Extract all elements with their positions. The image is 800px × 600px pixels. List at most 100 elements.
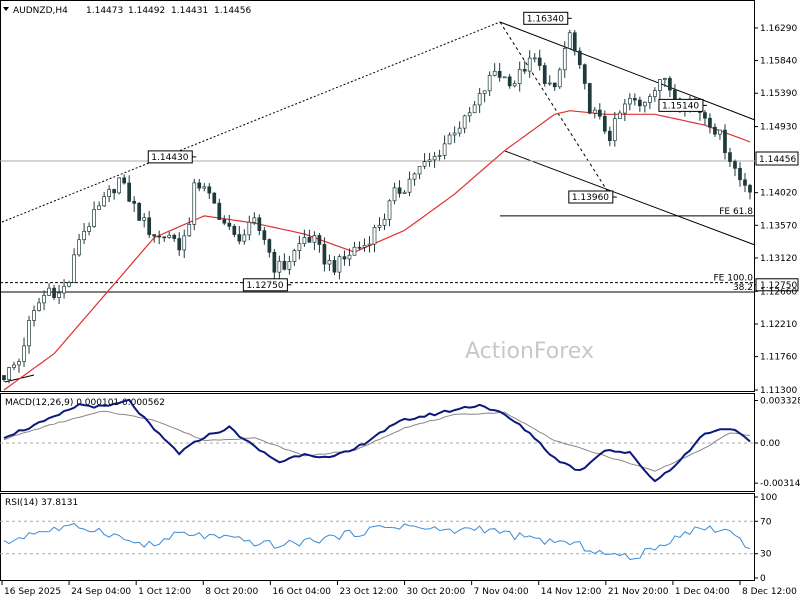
candle — [412, 172, 417, 186]
price-tick-label: 1.11760 — [760, 353, 797, 363]
candle — [382, 213, 387, 230]
current-price-label: 1.14456 — [759, 155, 796, 165]
candle — [197, 179, 202, 192]
time-tick-label: 1 Oct 12:00 — [138, 587, 191, 597]
candle — [142, 212, 147, 228]
candle — [397, 180, 402, 198]
time-tick-label: 8 Dec 12:00 — [742, 587, 797, 597]
candle — [242, 229, 247, 245]
price-callout: 1.16340 — [523, 11, 572, 25]
macd-tick-label: 0.00 — [760, 439, 780, 449]
rsi-panel — [0, 493, 755, 581]
candle — [402, 190, 407, 194]
candle — [522, 60, 527, 75]
candle — [377, 217, 382, 231]
candle — [597, 103, 602, 120]
candle — [32, 305, 36, 327]
macd-tick-label: 0.003328 — [760, 396, 800, 406]
channel-upper-line — [499, 21, 756, 121]
rsi-line — [3, 522, 751, 561]
price-tick-label: 1.12750 — [760, 281, 797, 291]
candle — [372, 224, 377, 253]
candle — [57, 285, 61, 305]
candle — [572, 29, 577, 56]
candle — [743, 173, 747, 193]
candle — [708, 113, 712, 134]
candle — [668, 75, 672, 98]
macd-line — [3, 398, 751, 483]
callout-label: 1.12750 — [246, 281, 283, 291]
candle — [607, 126, 612, 147]
candle — [733, 159, 737, 177]
macd-axis: 0.003328 0.00 -0.00314 — [754, 396, 800, 489]
candle — [527, 50, 532, 78]
candle — [227, 214, 232, 230]
price-tick-label: 1.15840 — [760, 57, 797, 67]
rsi-tick-label: 100 — [760, 493, 777, 503]
candle — [232, 224, 237, 238]
candle — [627, 93, 632, 111]
candle — [152, 234, 157, 243]
candle — [87, 222, 91, 236]
candle — [267, 238, 272, 258]
candle — [262, 226, 267, 245]
candle — [658, 79, 662, 99]
moving-average-layer — [3, 110, 751, 391]
candle — [362, 238, 367, 252]
candle — [137, 202, 142, 222]
candle — [117, 177, 122, 195]
candle — [367, 236, 372, 253]
candle — [62, 279, 66, 299]
price-axis: 1.16290 1.15840 1.15390 1.14930 1.14020 1.135… — [754, 24, 799, 396]
candle — [237, 226, 242, 245]
candle — [622, 98, 627, 122]
price-tick-label: 1.13570 — [760, 221, 797, 231]
candle — [387, 199, 392, 227]
candle — [247, 215, 252, 241]
candle — [512, 80, 517, 88]
candle — [72, 248, 76, 284]
candle — [602, 110, 607, 135]
candle — [432, 151, 437, 168]
candle — [497, 63, 502, 82]
time-tick-label: 16 Sep 2025 — [4, 587, 61, 597]
candle — [202, 183, 207, 192]
candle — [112, 188, 116, 200]
candle — [82, 223, 86, 244]
header-close: 1.14456 — [214, 6, 251, 16]
macd-tick-label: -0.00314 — [760, 479, 800, 489]
candle — [417, 165, 422, 180]
price-tick-label: 1.12210 — [760, 320, 797, 330]
candle — [12, 361, 16, 371]
candle — [282, 253, 287, 271]
candle — [97, 201, 101, 210]
candle — [302, 229, 307, 247]
candle — [532, 53, 537, 63]
callout-label: 1.15140 — [662, 101, 699, 111]
macd-header: MACD(12,26,9) 0.000101 0.000562 — [5, 398, 165, 408]
header-low: 1.14431 — [171, 6, 208, 16]
candle — [452, 126, 457, 143]
time-axis: 16 Sep 2025 24 Sep 04:00 1 Oct 12:00 8 Oct … — [1, 581, 797, 597]
candle — [648, 93, 652, 109]
fib-level-label: FE 61.8 — [719, 207, 753, 217]
candle — [107, 185, 111, 202]
candle — [22, 337, 26, 367]
macd-panel — [0, 393, 755, 492]
candle — [357, 241, 362, 251]
candle — [102, 192, 106, 208]
candle — [407, 171, 412, 197]
callout-label: 1.13960 — [572, 193, 609, 203]
rsi-axis: 100 70 30 0 — [754, 493, 777, 584]
candle — [167, 231, 172, 239]
candle — [502, 76, 507, 79]
candle — [192, 178, 197, 231]
candle — [92, 201, 96, 228]
candle — [27, 315, 31, 354]
rising-trendline — [1, 21, 501, 223]
candle — [467, 107, 472, 123]
candle — [457, 121, 462, 137]
candle — [392, 182, 397, 205]
candle — [7, 366, 11, 384]
